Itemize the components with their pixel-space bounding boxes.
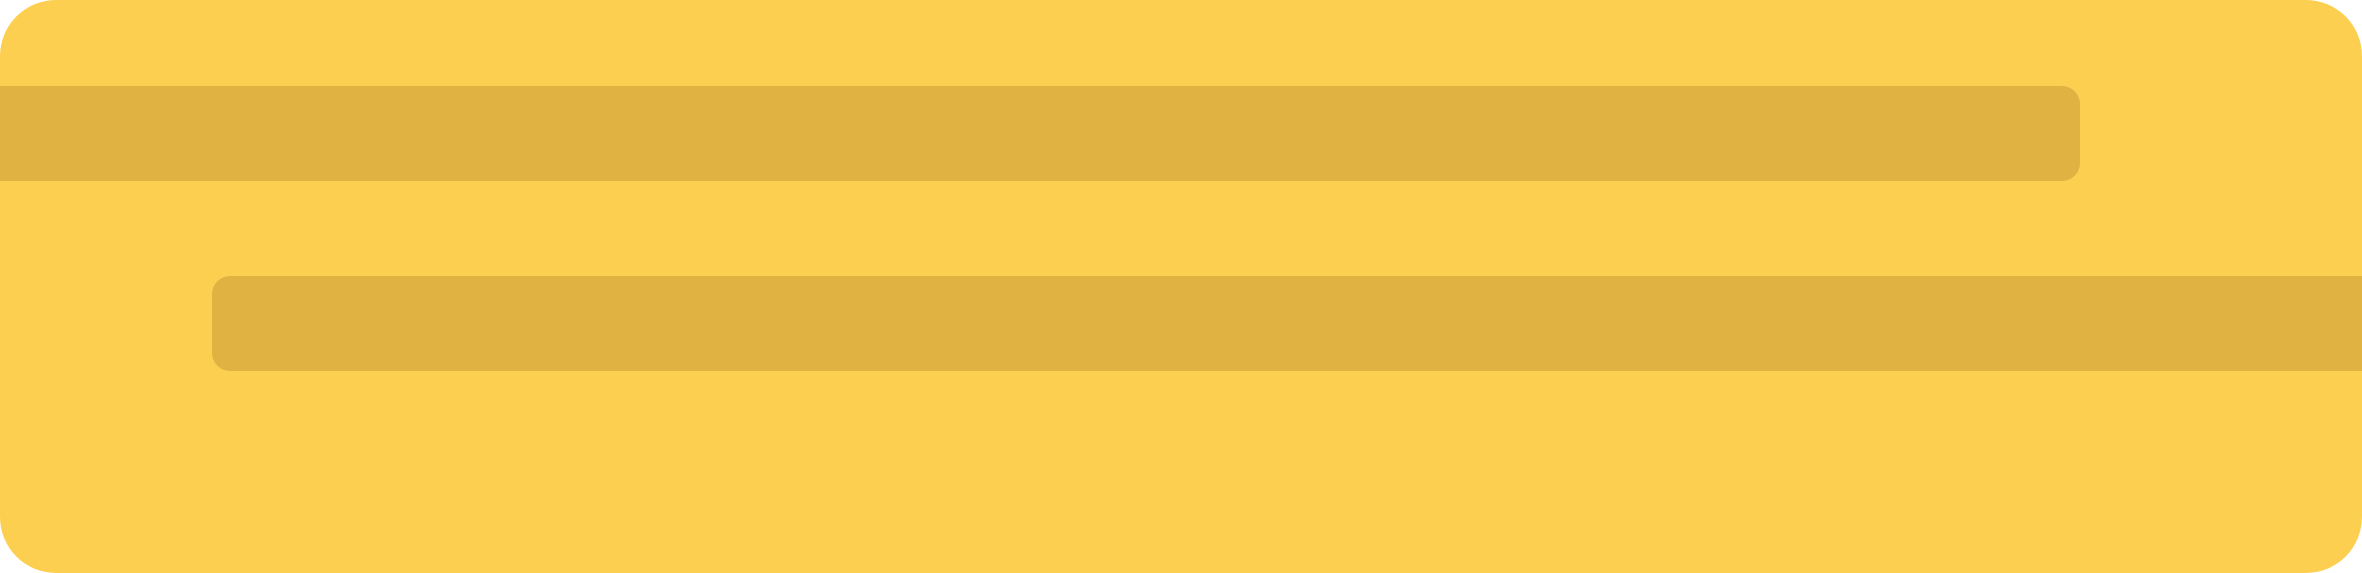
placeholder-bar-bottom — [212, 276, 2362, 371]
placeholder-bar-top — [0, 86, 2080, 181]
